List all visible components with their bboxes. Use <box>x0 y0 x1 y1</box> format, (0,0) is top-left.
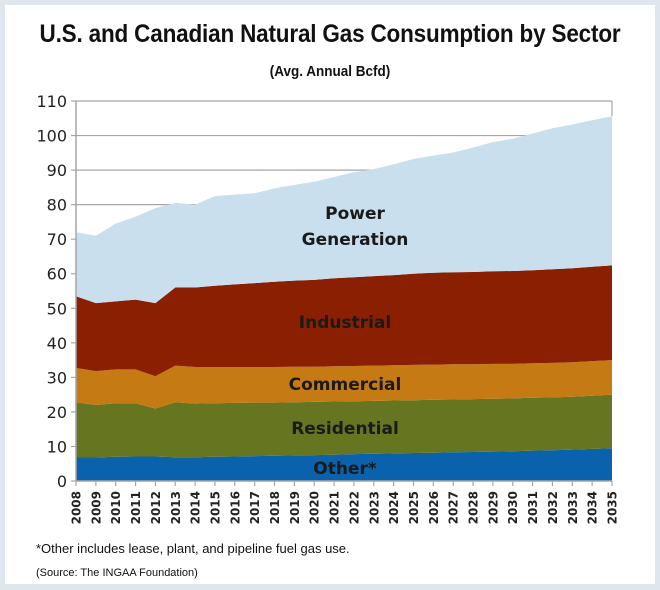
y-tick-label: 30 <box>47 368 67 387</box>
x-tick-label: 2009 <box>89 491 103 524</box>
y-tick-label: 40 <box>47 334 67 353</box>
x-tick-label: 2010 <box>109 491 123 524</box>
y-tick-label: 10 <box>47 437 67 456</box>
series-label-industrial: Industrial <box>299 313 391 333</box>
series-label-other: Other* <box>313 459 377 479</box>
x-tick-label: 2021 <box>328 491 342 524</box>
y-tick-labels: 0 10 20 30 40 50 60 70 80 90 100 110 <box>36 92 67 491</box>
y-tick-label: 20 <box>47 403 67 422</box>
y-tick-label: 110 <box>36 92 67 111</box>
x-tick-label: 2014 <box>189 491 203 524</box>
series-label-commercial: Commercial <box>289 375 402 395</box>
x-tick-label: 2027 <box>447 491 461 524</box>
y-tick-label: 80 <box>47 196 67 215</box>
x-tick-label: 2035 <box>606 491 620 524</box>
source-note: (Source: The INGAA Foundation) <box>36 567 198 579</box>
x-tick-label: 2019 <box>288 491 302 524</box>
axes <box>71 100 613 486</box>
x-tick-label: 2016 <box>228 491 242 524</box>
x-tick-label: 2026 <box>427 491 441 524</box>
x-tick-label: 2033 <box>566 491 580 524</box>
y-tick-label: 50 <box>47 299 67 318</box>
x-tick-label: 2013 <box>169 491 183 524</box>
series-labels: Power Generation Industrial Commercial Resid… <box>289 204 409 479</box>
y-tick-label: 60 <box>47 265 67 284</box>
chart-subtitle: (Avg. Annual Bcfd) <box>269 63 391 80</box>
area-power-generation <box>76 116 612 304</box>
x-tick-label: 2024 <box>387 491 401 524</box>
x-tick-label: 2018 <box>268 491 282 524</box>
x-tick-label: 2031 <box>526 491 540 524</box>
area-other <box>76 448 612 481</box>
x-tick-label: 2012 <box>149 491 163 524</box>
y-tick-label: 100 <box>36 127 67 146</box>
x-tick-label: 2028 <box>467 491 481 524</box>
x-tick-label: 2023 <box>367 491 381 524</box>
area-residential <box>76 394 612 458</box>
area-commercial <box>76 360 612 409</box>
x-tick-label: 2034 <box>586 491 600 524</box>
footnote: *Other includes lease, plant, and pipeli… <box>36 541 350 556</box>
series-label-generation: Generation <box>302 230 409 250</box>
x-tick-label: 2020 <box>308 491 322 524</box>
x-tick-label: 2008 <box>70 491 84 524</box>
area-industrial <box>76 265 612 377</box>
y-tick-label: 90 <box>47 161 67 180</box>
x-tick-label: 2029 <box>486 491 500 524</box>
x-tick-labels: 2008 2009 2010 2011 2012 2013 2014 2015 2016 2017… <box>70 491 620 524</box>
series-label-residential: Residential <box>291 419 399 439</box>
x-tick-label: 2032 <box>546 491 560 524</box>
x-tick-label: 2025 <box>407 491 421 524</box>
area-layers <box>76 116 612 481</box>
x-tick-label: 2022 <box>347 491 361 524</box>
x-tick-label: 2011 <box>129 491 143 524</box>
y-tick-label: 70 <box>47 230 67 249</box>
y-tick-label: 0 <box>57 472 67 491</box>
x-tick-label: 2030 <box>506 491 520 524</box>
chart-title: U.S. and Canadian Natural Gas Consumptio… <box>39 20 621 48</box>
series-label-power: Power <box>325 204 385 224</box>
x-tick-label: 2015 <box>208 491 222 524</box>
x-tick-label: 2017 <box>248 491 262 524</box>
